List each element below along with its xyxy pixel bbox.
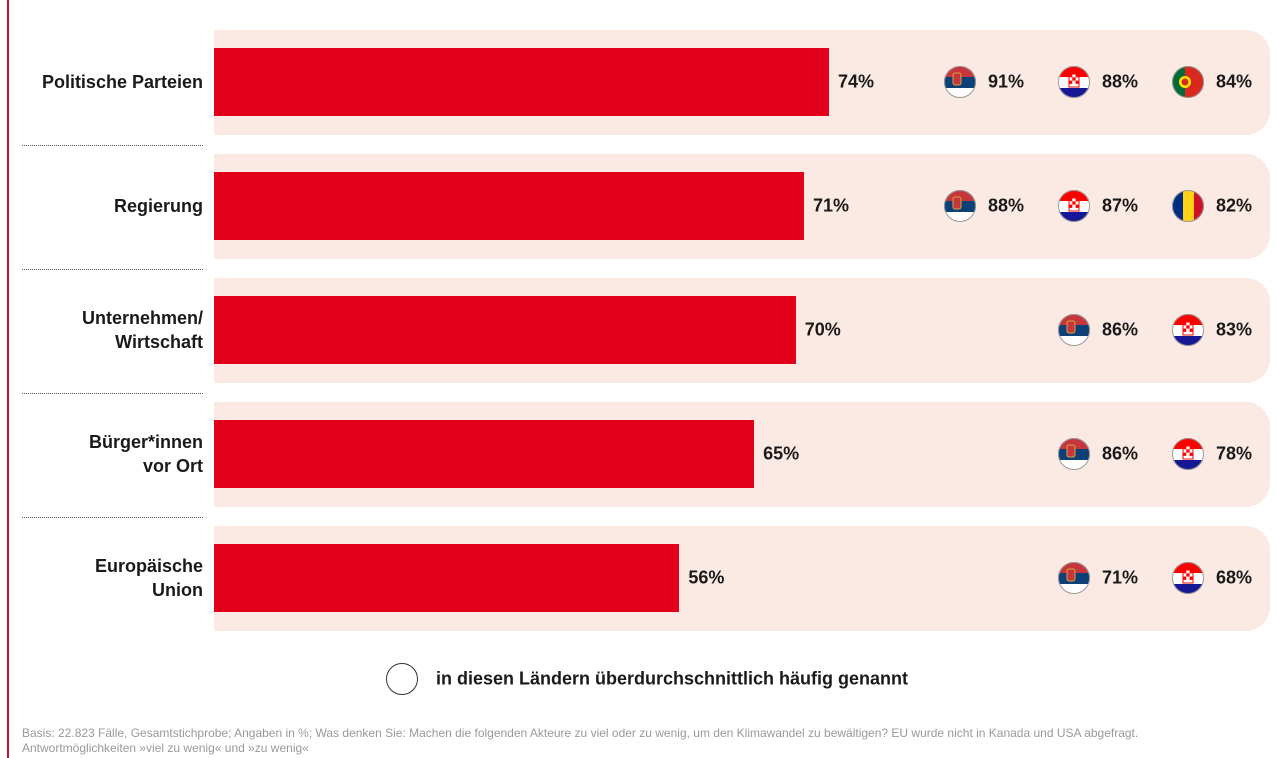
category-label: Politische Parteien	[41, 72, 203, 92]
country-value: 82%	[1216, 195, 1253, 216]
country-value: 84%	[1216, 71, 1253, 92]
bar	[214, 172, 804, 240]
country-flag	[1172, 562, 1204, 594]
value-label: 71%	[813, 195, 850, 216]
value-label: 70%	[804, 319, 841, 340]
value-label: 56%	[688, 567, 725, 588]
left-rule	[7, 0, 9, 758]
country-value: 88%	[1102, 71, 1139, 92]
separator	[22, 145, 203, 146]
bar	[214, 48, 829, 116]
value-label: 74%	[837, 71, 874, 92]
country-value: 71%	[1102, 567, 1139, 588]
country-value: 86%	[1102, 319, 1139, 340]
separator	[22, 517, 203, 518]
value-label: 65%	[763, 443, 800, 464]
category-label: Unternehmen/ Wirtschaft	[81, 308, 203, 352]
country-flag	[1058, 190, 1090, 222]
footnote: Basis: 22.823 Fälle, Gesamtstichprobe; A…	[22, 726, 1139, 755]
legend-text: in diesen Ländern überdurchschnittlich h…	[436, 668, 909, 689]
country-value: 88%	[988, 195, 1025, 216]
country-value: 86%	[1102, 443, 1139, 464]
country-value: 83%	[1216, 319, 1253, 340]
category-label: Europäische Union	[94, 556, 203, 600]
bar	[214, 296, 796, 364]
bar	[214, 544, 680, 612]
country-flag	[944, 66, 976, 98]
category-label: Bürger*innen vor Ort	[88, 432, 203, 476]
separator	[22, 269, 203, 270]
country-flag	[944, 190, 976, 222]
country-value: 68%	[1216, 567, 1253, 588]
country-flag	[1172, 438, 1204, 470]
country-flag	[1172, 66, 1204, 98]
country-flag	[1172, 190, 1204, 222]
country-value: 91%	[988, 71, 1025, 92]
country-flag	[1058, 66, 1090, 98]
country-flag	[1058, 562, 1090, 594]
country-flag	[1058, 438, 1090, 470]
bar	[214, 420, 755, 488]
country-value: 78%	[1216, 443, 1253, 464]
country-value: 87%	[1102, 195, 1139, 216]
separator	[22, 393, 203, 394]
legend-symbol	[386, 663, 418, 695]
country-flag	[1172, 314, 1204, 346]
category-label: Regierung	[113, 196, 203, 216]
country-flag	[1058, 314, 1090, 346]
